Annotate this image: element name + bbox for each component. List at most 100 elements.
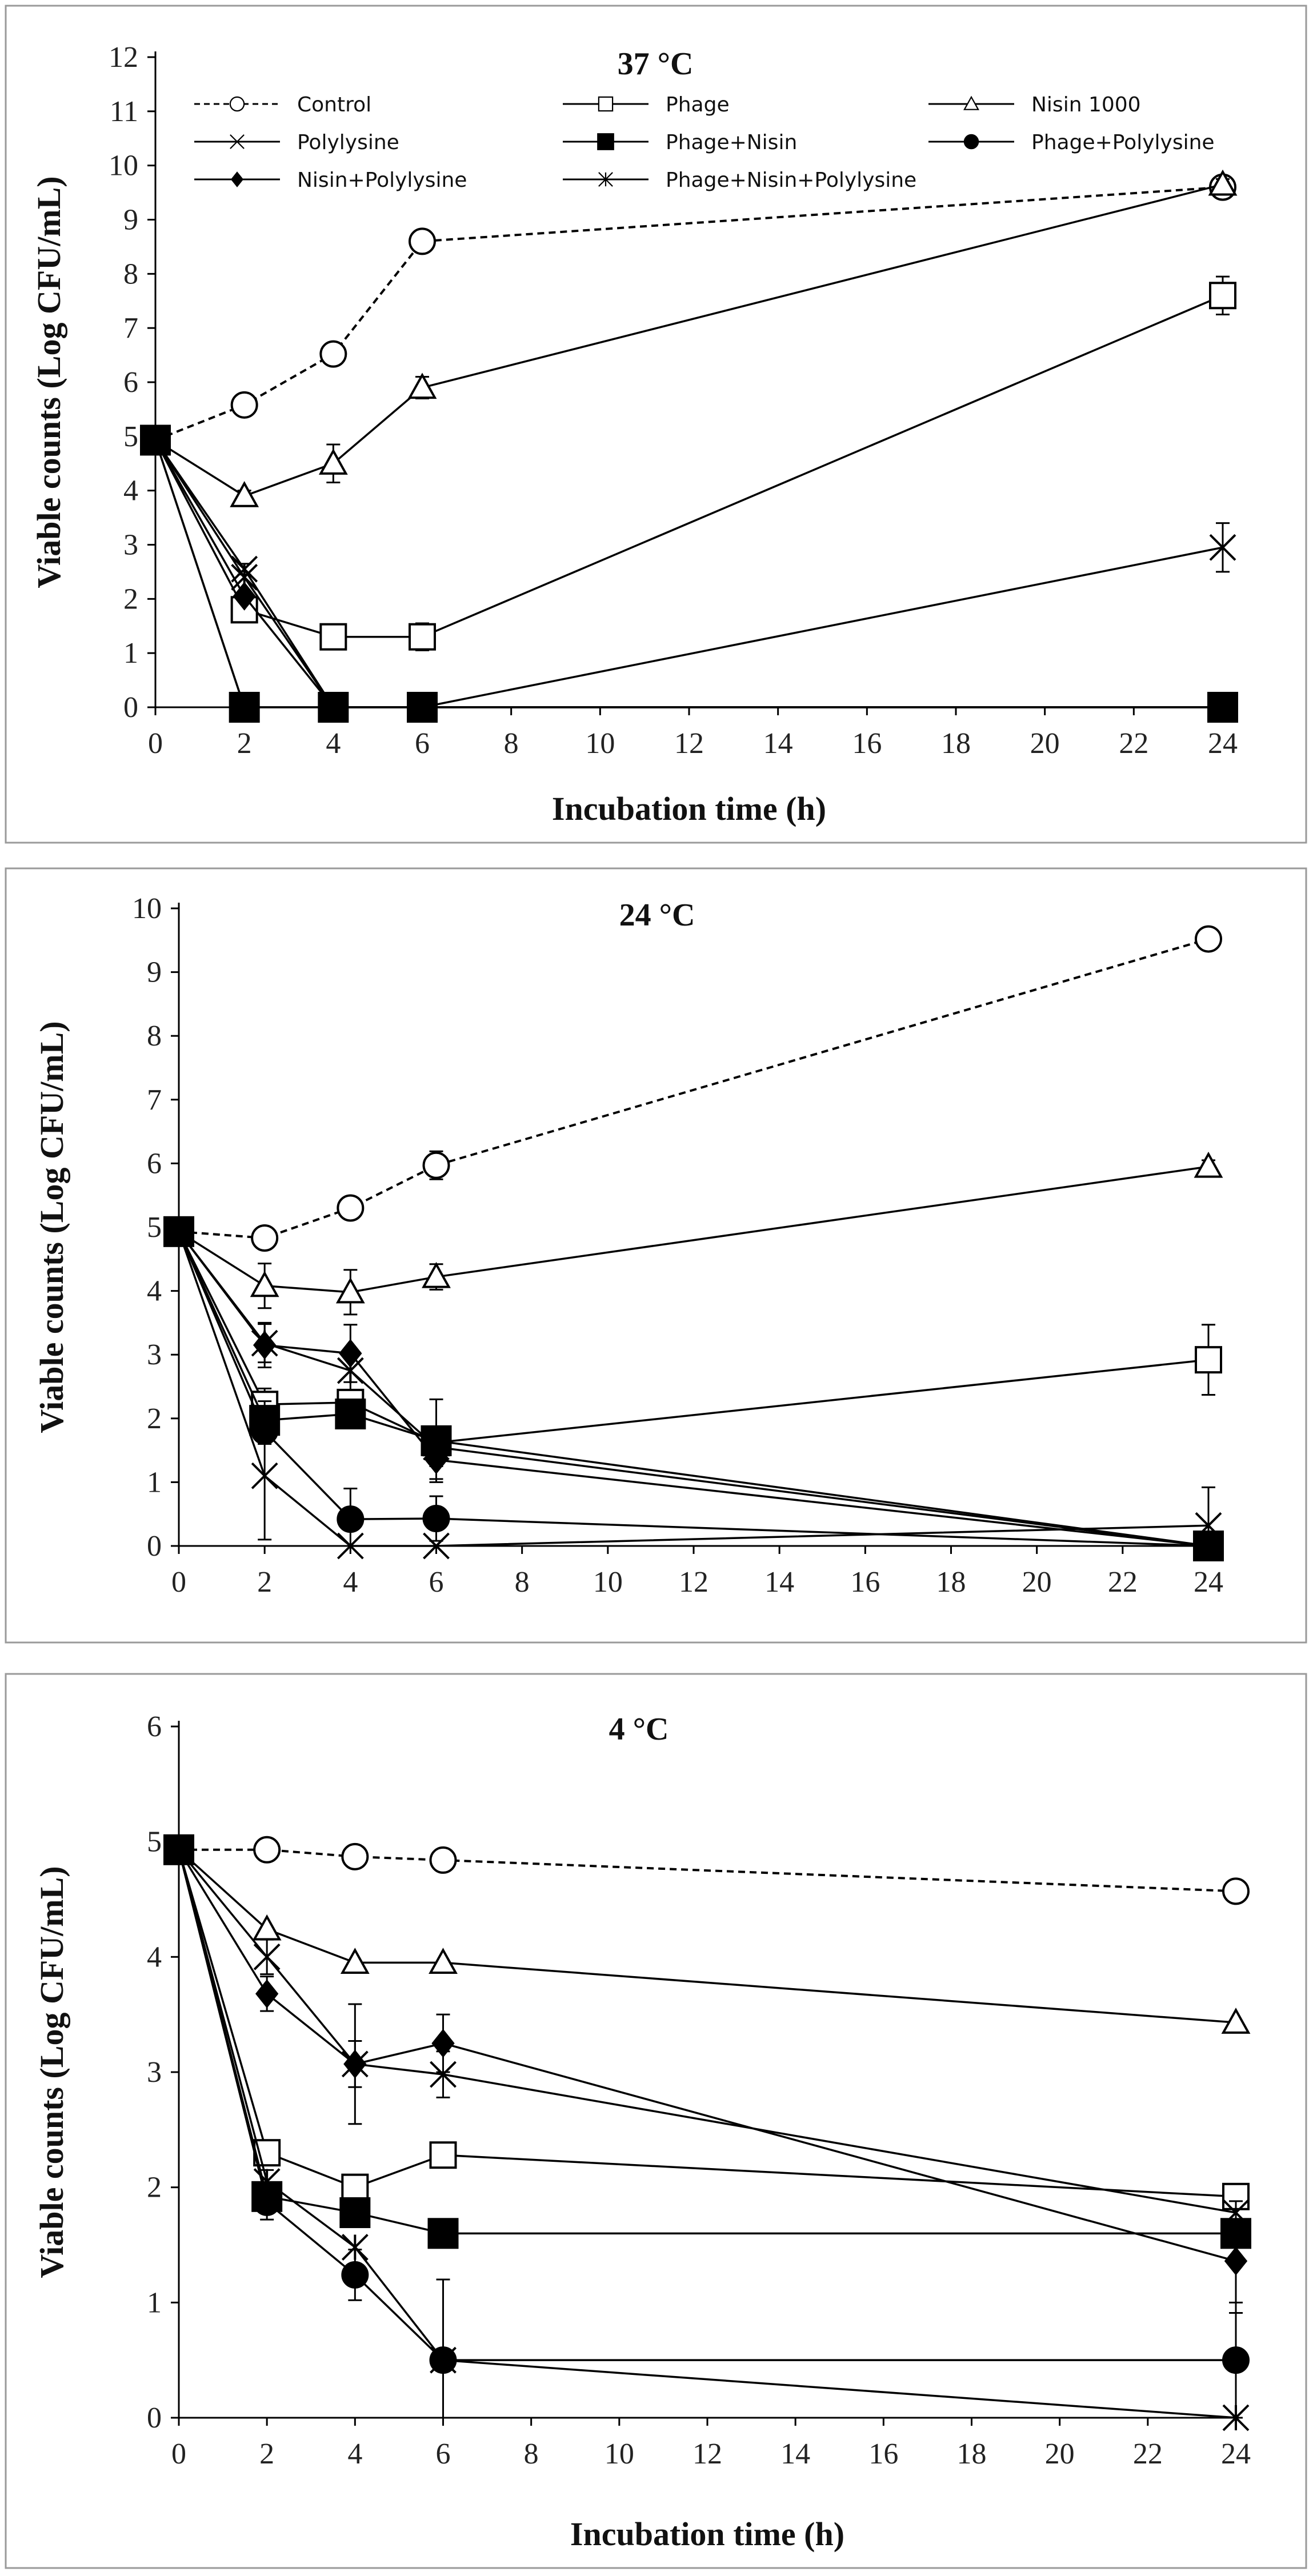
x-tick-label: 14 bbox=[764, 1566, 794, 1599]
y-tick-label: 4 bbox=[147, 1275, 162, 1308]
y-tick-label: 12 bbox=[109, 41, 138, 74]
data-point bbox=[253, 1836, 281, 1864]
legend-label: Nisin 1000 bbox=[1031, 93, 1141, 117]
legend-label: Phage+Nisin+Polylysine bbox=[666, 169, 916, 192]
x-tick-label: 22 bbox=[1133, 2438, 1163, 2470]
x-axis-label: Incubation time (h) bbox=[570, 2515, 844, 2553]
legend-marker-group bbox=[598, 96, 614, 112]
x-tick-label: 16 bbox=[850, 1566, 880, 1599]
x-tick-label: 12 bbox=[692, 2438, 722, 2470]
data-point bbox=[142, 427, 169, 454]
data-point bbox=[1194, 1151, 1223, 1178]
chart-panel-37c: 0 1 2 3 4 5 6 7 8 9 10 11 12 0 2 4 6 8 10 12 14 16 18 20 22 24 37 … bbox=[0, 0, 1309, 846]
x-tick-label: 8 bbox=[524, 2438, 539, 2470]
y-tick-label: 5 bbox=[147, 1211, 162, 1244]
chart-frame bbox=[5, 5, 1307, 844]
x-tick-label: 2 bbox=[237, 727, 252, 760]
x-tick-label: 20 bbox=[1030, 727, 1060, 760]
y-tick-label: 7 bbox=[123, 312, 138, 344]
y-tick-label: 4 bbox=[147, 1941, 162, 1973]
y-tick-label: 3 bbox=[147, 1339, 162, 1371]
x-tick-label: 6 bbox=[436, 2438, 451, 2470]
legend-marker bbox=[598, 96, 614, 112]
y-tick-label: 10 bbox=[132, 892, 162, 925]
y-tick-label: 6 bbox=[147, 1147, 162, 1180]
x-tick-label: 14 bbox=[763, 727, 793, 760]
y-tick-label: 9 bbox=[123, 204, 138, 237]
data-point bbox=[251, 1329, 278, 1357]
data-point bbox=[253, 2168, 281, 2195]
x-tick-label: 8 bbox=[504, 727, 519, 760]
legend-marker-group bbox=[963, 95, 979, 110]
data-point bbox=[423, 1433, 450, 1461]
data-point bbox=[319, 623, 347, 651]
x-tick-label: 4 bbox=[347, 2438, 362, 2470]
x-tick-label: 10 bbox=[593, 1566, 623, 1599]
y-axis-label: Viable counts (Log CFU/mL) bbox=[30, 176, 67, 588]
y-tick-label: 10 bbox=[109, 150, 138, 182]
data-point bbox=[251, 1462, 278, 1489]
data-point bbox=[230, 391, 258, 419]
y-tick-label: 7 bbox=[147, 1084, 162, 1116]
y-tick-label: 9 bbox=[147, 956, 162, 989]
legend-marker-group bbox=[230, 171, 244, 187]
data-point bbox=[253, 1943, 281, 1970]
data-point bbox=[423, 1532, 450, 1560]
legend-marker bbox=[963, 134, 979, 150]
data-point bbox=[1208, 169, 1238, 196]
y-tick-label: 5 bbox=[123, 420, 138, 453]
data-point bbox=[427, 2218, 459, 2249]
y-tick-label: 0 bbox=[147, 2402, 162, 2434]
data-point bbox=[341, 2234, 369, 2261]
x-tick-label: 12 bbox=[679, 1566, 708, 1599]
x-tick-label: 24 bbox=[1221, 2438, 1251, 2470]
x-tick-label: 16 bbox=[868, 2438, 898, 2470]
x-tick-label: 24 bbox=[1208, 727, 1238, 760]
y-tick-label: 6 bbox=[123, 366, 138, 399]
x-tick-label: 10 bbox=[605, 2438, 634, 2470]
y-tick-label: 1 bbox=[123, 637, 138, 670]
data-point bbox=[255, 1979, 279, 2009]
x-axis-label: Incubation time (h) bbox=[552, 790, 826, 827]
x-tick-label: 2 bbox=[259, 2438, 274, 2470]
y-tick-label: 6 bbox=[147, 1710, 162, 1743]
legend-marker bbox=[230, 134, 245, 149]
data-point bbox=[431, 2029, 455, 2058]
y-tick-label: 5 bbox=[147, 1826, 162, 1858]
x-tick-label: 0 bbox=[171, 1566, 186, 1599]
legend-marker-group bbox=[963, 134, 979, 150]
data-point bbox=[1209, 534, 1236, 561]
data-point bbox=[318, 448, 348, 475]
legend-marker-group bbox=[230, 134, 245, 149]
data-point bbox=[409, 227, 436, 255]
data-point bbox=[335, 1277, 365, 1304]
data-point bbox=[1221, 2008, 1251, 2034]
x-tick-label: 22 bbox=[1108, 1566, 1138, 1599]
data-point bbox=[337, 1194, 365, 1222]
data-point bbox=[1222, 2404, 1250, 2431]
x-tick-label: 6 bbox=[415, 727, 430, 760]
data-point bbox=[251, 1417, 279, 1445]
data-point bbox=[409, 694, 436, 721]
y-tick-label: 8 bbox=[123, 258, 138, 290]
x-tick-label: 20 bbox=[1022, 1566, 1052, 1599]
legend-marker-group bbox=[597, 133, 614, 150]
legend-marker bbox=[230, 171, 244, 187]
data-point bbox=[407, 372, 437, 399]
y-tick-label: 4 bbox=[123, 475, 138, 507]
legend-label: Phage bbox=[666, 93, 730, 117]
data-point bbox=[422, 1151, 450, 1179]
chart-frame bbox=[5, 1673, 1307, 2569]
legend-label: Polylysine bbox=[297, 131, 399, 154]
x-tick-label: 18 bbox=[957, 2438, 987, 2470]
data-point bbox=[319, 340, 347, 368]
x-tick-label: 20 bbox=[1045, 2438, 1075, 2470]
y-tick-label: 1 bbox=[147, 1466, 162, 1499]
y-tick-label: 0 bbox=[123, 691, 138, 724]
chart-frame bbox=[5, 867, 1307, 1644]
y-tick-label: 11 bbox=[110, 95, 138, 128]
y-axis-label: Viable counts (Log CFU/mL) bbox=[33, 1866, 70, 2278]
legend-marker-group bbox=[229, 96, 245, 112]
